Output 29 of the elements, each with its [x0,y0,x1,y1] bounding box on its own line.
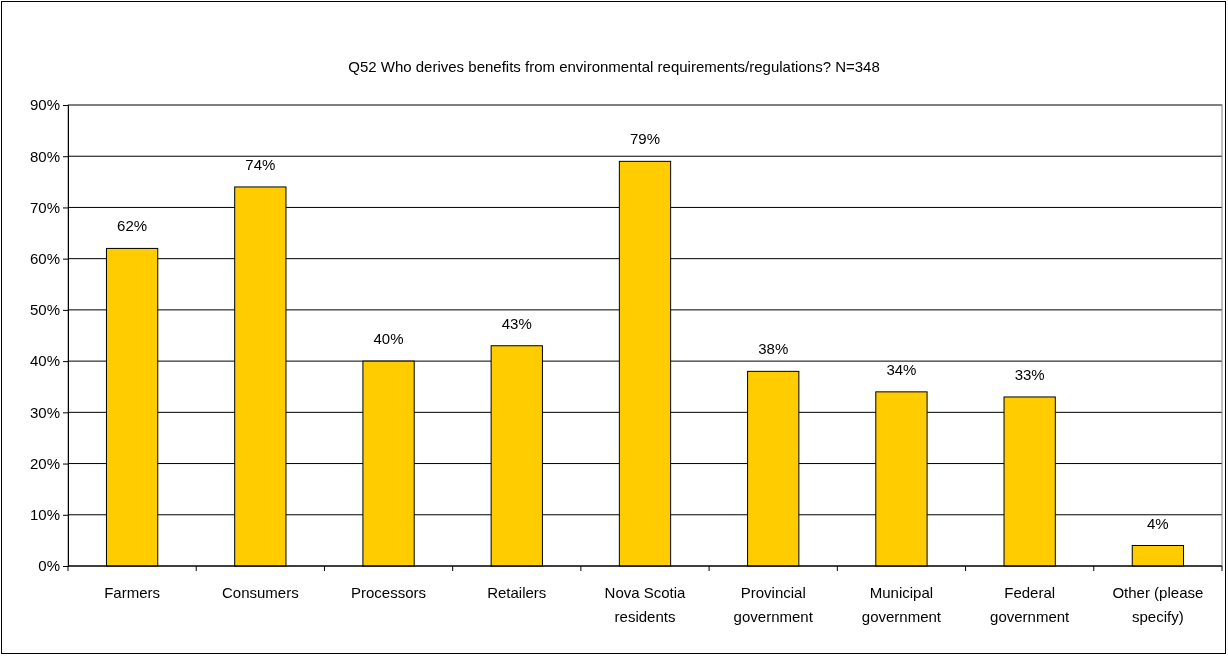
y-tick-label: 80% [29,147,60,165]
x-tick-label: Federal government [990,584,1071,625]
x-tick-label: Other (please specify) [1112,584,1204,625]
y-tick-label: 70% [29,198,60,216]
data-label: 43% [501,314,532,332]
x-tick-label: Processors [351,584,427,601]
y-tick-label: 90% [29,96,60,114]
y-tick-label: 10% [29,506,60,524]
data-label: 79% [629,130,661,148]
data-label: 34% [886,360,917,378]
x-tick-label: Municipal government [861,584,942,625]
y-tick-label: 30% [29,403,60,421]
x-tick-label: Retailers [487,584,547,601]
data-label: 74% [245,155,276,173]
chart-title: Q52 Who derives benefits from environmental requirements/regulations? N=348 [348,58,880,75]
y-tick-label: 20% [29,454,60,472]
data-label: 4% [1147,514,1169,532]
data-label: 38% [758,340,789,358]
y-tick-label: 0% [38,557,60,575]
data-label: 62% [117,217,148,235]
data-label: 33% [1014,365,1045,383]
data-label: 40% [373,330,404,348]
y-tick-label: 40% [29,352,60,370]
y-tick-label: 60% [29,249,60,267]
x-tick-label: Consumers [221,584,299,601]
x-tick-label: Provincial government [733,584,814,625]
y-tick-label: 50% [29,301,60,319]
x-tick-label: Nova Scotia residents [604,584,687,625]
x-tick-label: Farmers [104,584,161,601]
